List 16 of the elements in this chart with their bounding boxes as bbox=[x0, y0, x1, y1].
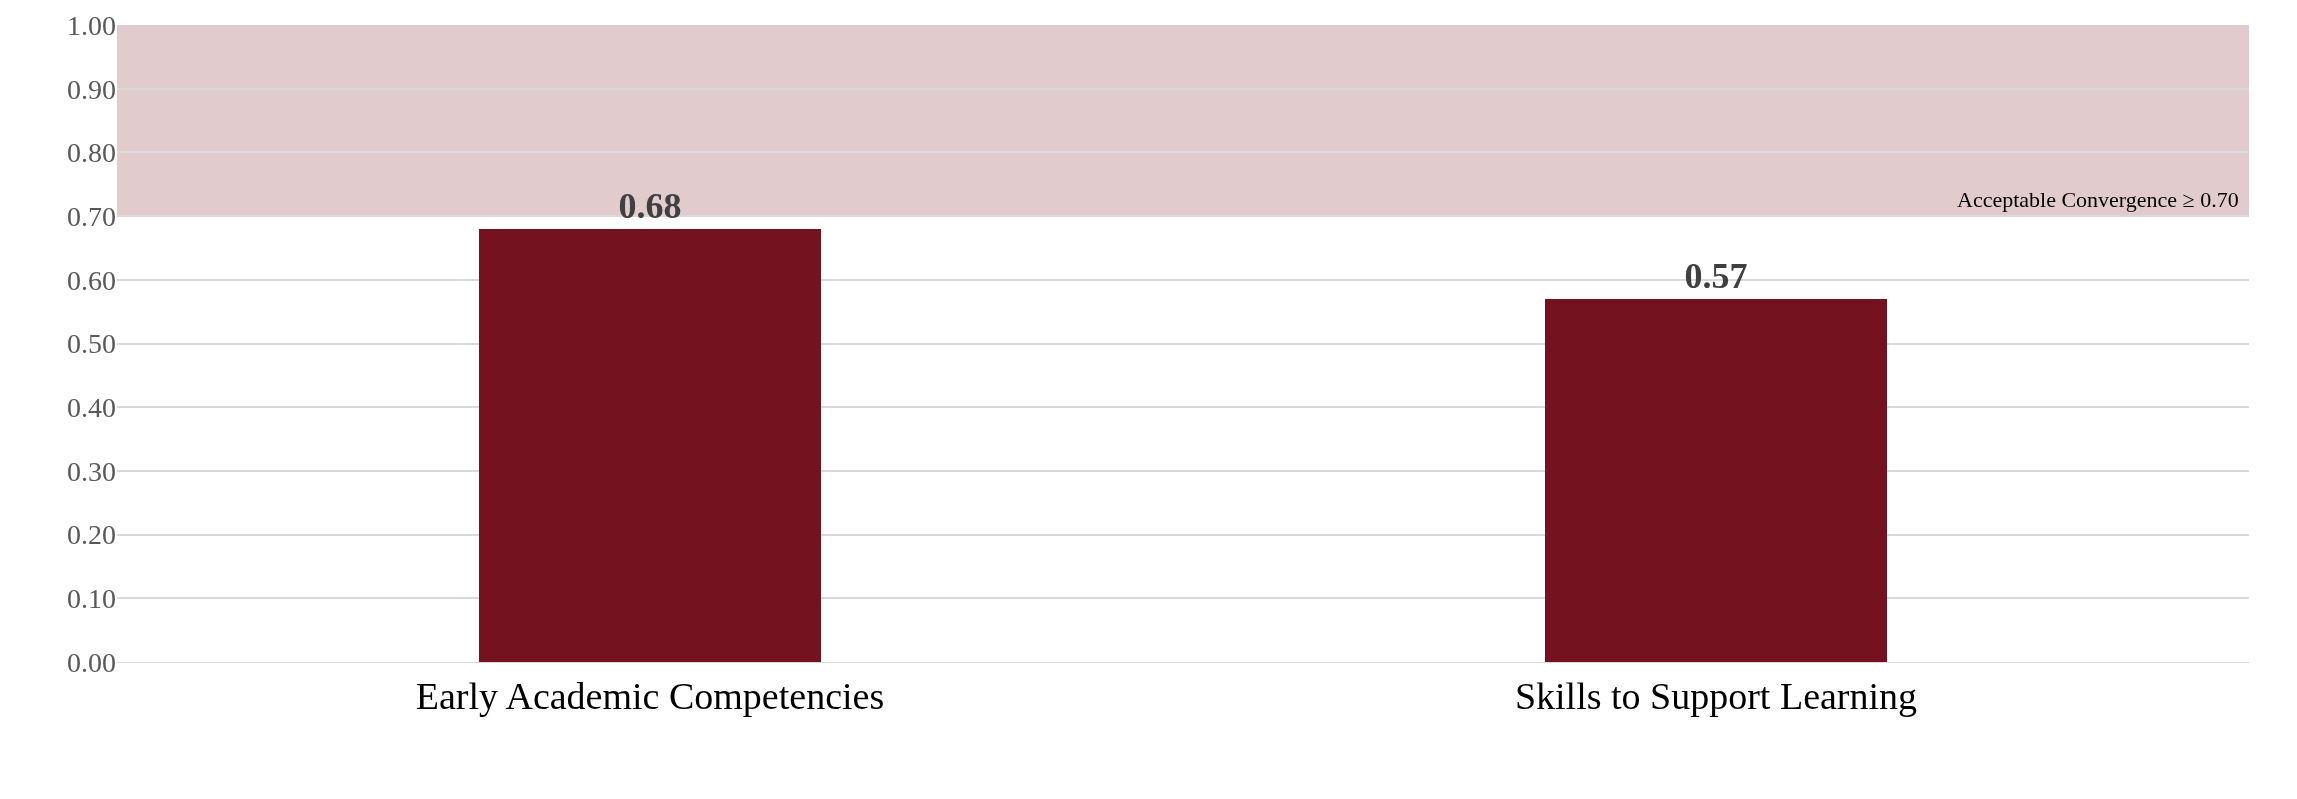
y-tick-label: 0.10 bbox=[67, 583, 116, 615]
y-tick-label: 0.50 bbox=[67, 328, 116, 360]
band-label: Acceptable Convergence ≥ 0.70 bbox=[1957, 187, 2239, 212]
y-tick-label: 1.00 bbox=[67, 9, 116, 41]
data-label: 0.68 bbox=[618, 186, 682, 226]
y-tick-label: 0.60 bbox=[67, 264, 116, 296]
y-tick-label: 0.20 bbox=[67, 519, 116, 551]
x-tick-label: Early Academic Competencies bbox=[415, 674, 885, 717]
data-label: 0.57 bbox=[1684, 256, 1748, 296]
y-tick-label: 0.90 bbox=[67, 73, 116, 105]
x-tick-label: Skills to Support Learning bbox=[1514, 674, 1918, 717]
y-tick-label: 0.40 bbox=[67, 392, 116, 423]
y-tick-label: 0.70 bbox=[67, 200, 116, 232]
y-tick-label: 0.00 bbox=[67, 646, 116, 678]
y-tick-label: 0.80 bbox=[67, 137, 116, 169]
y-tick-label: 0.30 bbox=[67, 455, 116, 487]
